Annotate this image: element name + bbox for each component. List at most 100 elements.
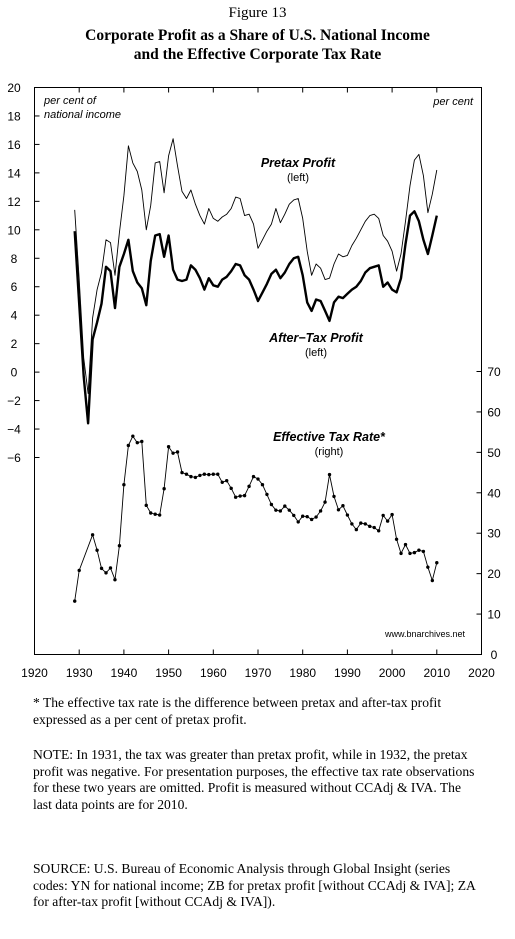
tax-rate-point: [269, 502, 274, 507]
right-tick-label: 20: [487, 567, 501, 581]
tax-rate-point: [283, 504, 287, 508]
tax-rate-point: [117, 544, 122, 548]
tax-rate-point: [274, 508, 278, 512]
tax-rate-point: [292, 513, 296, 518]
right-tick-label: 60: [487, 405, 501, 419]
x-tick-label: 2010: [423, 666, 450, 680]
series-line-1: [73, 210, 438, 425]
tax-rate-point: [233, 495, 238, 499]
left-tick-label: 14: [7, 166, 21, 180]
tax-rate-point: [265, 492, 269, 497]
left-tick-label: 2: [11, 337, 18, 351]
tax-rate-point: [140, 439, 144, 444]
tax-rate-point: [90, 533, 95, 537]
tax-rate-point: [287, 508, 291, 512]
tax-rate-point: [225, 478, 229, 483]
tax-rate-point: [390, 512, 394, 517]
tax-rate-point: [345, 513, 350, 517]
tax-rate-point: [412, 550, 417, 555]
series-line-2: [74, 435, 438, 602]
right-tick-label: 10: [487, 608, 501, 622]
chart-title-line-1: Corporate Profit as a Share of U.S. Nati…: [85, 27, 430, 44]
annotations: per cent of national income per cent Pretax…: [43, 95, 474, 639]
tax-rate-point: [399, 551, 403, 556]
tax-rate-point: [189, 474, 193, 479]
tax-rate-point: [216, 472, 220, 476]
tax-rate-point: [247, 484, 251, 489]
x-tick-label: 1950: [155, 666, 182, 680]
x-tick-label: 1940: [111, 666, 138, 680]
tax-rate-point: [363, 522, 367, 526]
tax-rate-point: [113, 578, 117, 582]
tax-rate-point: [180, 470, 184, 475]
right-axis-label: per cent: [432, 96, 474, 108]
tax-rate-point: [256, 477, 260, 481]
tax-rate-point: [372, 525, 376, 530]
axis-tick-labels: 1920 1930 1940 1950 1960 1970 1980 1990 2000 2010…: [7, 81, 501, 680]
tax-rate-point: [350, 522, 354, 526]
tax-rate-point: [260, 483, 265, 487]
right-tick-label: 70: [487, 365, 501, 379]
series-label-0: Pretax Profit: [261, 156, 336, 170]
footnote: * The effective tax rate is the differen…: [33, 695, 442, 727]
tax-rate-point: [157, 513, 162, 517]
series-label-2: Effective Tax Rate*: [273, 430, 386, 444]
x-tick-label: 1980: [289, 666, 316, 680]
tax-rate-point: [296, 520, 300, 524]
tax-rate-point: [318, 509, 323, 513]
tax-rate-point: [336, 508, 341, 512]
tax-rate-point: [220, 480, 224, 484]
series-line-0: [74, 138, 438, 394]
tax-rate-point: [359, 521, 363, 525]
x-tick-label: 1930: [66, 666, 93, 680]
tax-rate-point: [77, 568, 81, 573]
tax-rate-point: [184, 472, 189, 476]
series-layer: [73, 138, 439, 603]
tax-rate-point: [108, 566, 113, 570]
tax-rate-point: [368, 524, 372, 529]
tax-rate-point: [175, 450, 180, 454]
tax-rate-point: [354, 527, 359, 532]
right-tick-label: 0: [491, 648, 498, 662]
tax-rate-point: [122, 483, 126, 487]
left-tick-label: 12: [7, 195, 21, 209]
tax-rate-point: [193, 475, 198, 480]
tax-rate-point: [153, 512, 157, 516]
x-tick-label: 1960: [200, 666, 227, 680]
tax-rate-point: [242, 493, 247, 498]
tax-rate-point: [403, 542, 408, 547]
left-tick-label: 10: [7, 223, 21, 237]
tax-rate-point: [126, 443, 131, 448]
right-tick-label: 30: [487, 527, 501, 541]
series-axis-note-2: (right): [315, 446, 344, 458]
left-axis-label-line-1: per cent of: [43, 95, 97, 107]
line-chart: 1920 1930 1940 1950 1960 1970 1980 1990 2000 2010…: [7, 81, 501, 680]
left-tick-label: 16: [7, 138, 21, 152]
tax-rate-point: [278, 509, 283, 513]
left-tick-label: 0: [11, 366, 18, 380]
left-tick-label: 8: [11, 252, 18, 266]
chart-title-line-2: and the Effective Corporate Tax Rate: [133, 46, 382, 63]
tax-rate-point: [430, 578, 435, 583]
left-axis-label-line-2: national income: [44, 109, 121, 121]
right-tick-label: 40: [487, 486, 501, 500]
x-tick-label: 1970: [245, 666, 272, 680]
x-tick-label: 1920: [21, 666, 48, 680]
tax-rate-point: [421, 549, 426, 554]
tax-rate-point: [332, 494, 336, 499]
tax-rate-point: [131, 434, 135, 438]
tax-rate-point: [238, 494, 242, 498]
tax-rate-point: [162, 487, 166, 491]
tax-rate-point: [144, 503, 148, 508]
tax-rate-point: [95, 548, 99, 552]
tax-rate-point: [323, 500, 327, 504]
x-tick-label: 2020: [468, 666, 495, 680]
tax-rate-point: [207, 472, 211, 477]
tax-rate-point: [376, 529, 381, 533]
tax-rate-point: [198, 473, 202, 478]
series-axis-note-1: (left): [305, 347, 327, 359]
tax-rate-point: [166, 444, 171, 449]
tax-rate-point: [327, 472, 332, 477]
left-tick-label: −6: [7, 451, 21, 465]
note-text: NOTE: In 1931, the tax was greater than …: [33, 747, 475, 812]
